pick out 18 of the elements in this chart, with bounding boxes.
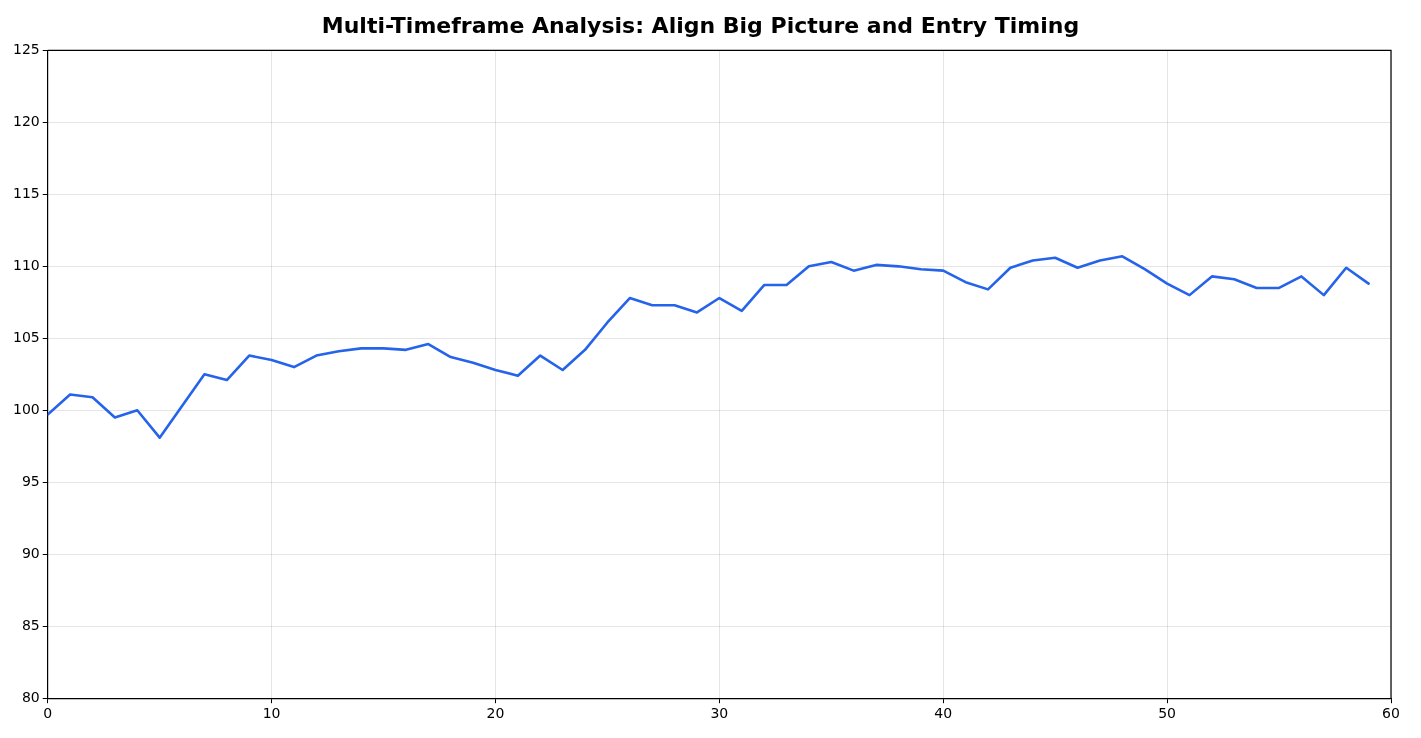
y-tick-label: 95 xyxy=(21,472,40,489)
x-tick-label: 60 xyxy=(1382,705,1400,722)
chart-title: Multi-Timeframe Analysis: Align Big Picture and Entry Timing xyxy=(321,12,1080,38)
x-tick-label: 20 xyxy=(486,705,505,722)
y-tick-label: 110 xyxy=(12,256,40,273)
y-tick-label: 90 xyxy=(21,544,40,561)
y-tick-label: 115 xyxy=(12,185,40,201)
y-tick-label: 80 xyxy=(21,688,40,705)
y-tick-label: 120 xyxy=(12,113,40,130)
x-tick-label: 10 xyxy=(262,705,281,722)
x-tick-label: 40 xyxy=(934,705,953,722)
x-tick-label: 50 xyxy=(1158,705,1177,722)
y-tick-label: 100 xyxy=(12,400,40,417)
y-tick-label: 85 xyxy=(21,616,40,633)
x-tick-label: 0 xyxy=(43,705,53,722)
y-tick-label: 125 xyxy=(12,41,40,58)
y-tick-label: 105 xyxy=(12,328,40,345)
x-tick-label: 30 xyxy=(710,705,729,722)
